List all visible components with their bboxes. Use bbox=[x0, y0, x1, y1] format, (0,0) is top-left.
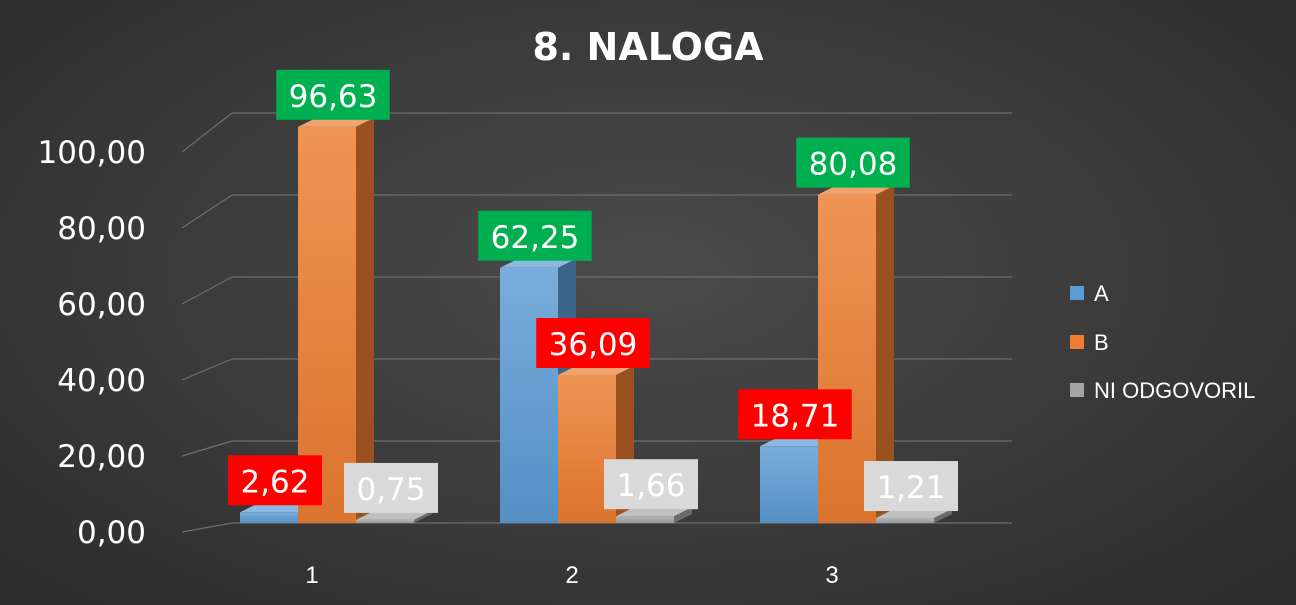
data-label-text: 36,09 bbox=[549, 327, 638, 363]
gridline-side bbox=[181, 194, 233, 229]
x-tick-label: 1 bbox=[305, 562, 318, 589]
data-label-box bbox=[604, 459, 698, 510]
data-label-box bbox=[864, 461, 958, 512]
gridline-side bbox=[181, 522, 233, 533]
bar-side bbox=[934, 509, 952, 523]
data-label-box bbox=[796, 137, 910, 188]
data-label-text: 1,66 bbox=[616, 468, 685, 504]
legend-swatch bbox=[1070, 286, 1084, 300]
data-label-text: 96,63 bbox=[289, 79, 378, 115]
data-label-box bbox=[478, 210, 592, 261]
legend-label: NI ODGOVORIL bbox=[1094, 378, 1255, 403]
legend-item: A bbox=[1070, 281, 1109, 306]
data-label-text: 1,21 bbox=[876, 470, 945, 506]
data-label: 96,63 bbox=[276, 69, 390, 120]
data-label-text: 62,25 bbox=[491, 220, 580, 256]
data-label-box bbox=[276, 69, 390, 120]
bar-top bbox=[298, 117, 374, 127]
data-label-box bbox=[228, 455, 322, 506]
data-label-box bbox=[738, 389, 852, 440]
bar bbox=[616, 507, 692, 523]
legend-label: B bbox=[1094, 330, 1109, 355]
gridline-side bbox=[181, 276, 233, 305]
data-label-text: 80,08 bbox=[809, 147, 898, 183]
data-label-box bbox=[536, 318, 650, 369]
y-tick-label: 80,00 bbox=[57, 211, 146, 247]
y-axis-ticks: 0,00 20,00 40,00 60,00 80,00 100,00 bbox=[38, 135, 146, 551]
gridline-side bbox=[181, 112, 233, 153]
y-tick-label: 40,00 bbox=[57, 363, 146, 399]
bar-front bbox=[616, 516, 674, 523]
legend-item: NI ODGOVORIL bbox=[1070, 378, 1255, 403]
x-axis-ticks: 1 2 3 bbox=[305, 562, 838, 589]
data-label-text: 0,75 bbox=[356, 472, 425, 508]
data-label: 2,62 bbox=[228, 455, 322, 506]
legend-item: B bbox=[1070, 330, 1109, 355]
bar bbox=[876, 509, 952, 523]
legend-label: A bbox=[1094, 281, 1109, 306]
bar-top bbox=[760, 437, 836, 447]
data-label-text: 2,62 bbox=[240, 464, 309, 500]
y-tick-label: 20,00 bbox=[57, 439, 146, 475]
data-label: 80,08 bbox=[796, 137, 910, 188]
data-label: 1,66 bbox=[604, 459, 698, 510]
data-label: 62,25 bbox=[478, 210, 592, 261]
bar-front bbox=[356, 519, 414, 523]
data-label-text: 18,71 bbox=[751, 398, 840, 434]
data-label: 18,71 bbox=[738, 389, 852, 440]
bars bbox=[240, 117, 952, 523]
bar-side bbox=[876, 185, 894, 523]
bar-front bbox=[876, 518, 934, 523]
data-label-box bbox=[344, 462, 438, 513]
bar-top bbox=[240, 503, 316, 513]
gridline-side bbox=[181, 358, 233, 381]
bar-top bbox=[876, 509, 952, 519]
bar-front bbox=[240, 512, 298, 523]
y-tick-label: 60,00 bbox=[57, 287, 146, 323]
bar-side bbox=[356, 117, 374, 523]
bar-top bbox=[616, 507, 692, 517]
data-label: 0,75 bbox=[344, 462, 438, 513]
gridline-side bbox=[181, 440, 233, 457]
legend-swatch bbox=[1070, 335, 1084, 349]
data-label: 36,09 bbox=[536, 318, 650, 369]
bar-side bbox=[414, 510, 432, 523]
bar-top bbox=[558, 366, 634, 376]
bar bbox=[356, 510, 432, 523]
x-tick-label: 2 bbox=[565, 562, 578, 589]
y-tick-label: 0,00 bbox=[77, 515, 146, 551]
legend: AB NI ODGOVORIL bbox=[1070, 281, 1255, 403]
legend-swatch bbox=[1070, 383, 1084, 397]
x-tick-label: 3 bbox=[825, 562, 838, 589]
y-tick-label: 100,00 bbox=[38, 135, 146, 171]
bar-top bbox=[818, 185, 894, 195]
bar-top bbox=[500, 258, 576, 268]
bar-side bbox=[674, 507, 692, 523]
bar-front bbox=[760, 446, 818, 523]
data-label: 1,21 bbox=[864, 461, 958, 512]
data-labels: 2,62 96,63 0,75 62,25 36,09 1,66 18,71 80,08 1,2… bbox=[228, 69, 958, 513]
bar-top bbox=[356, 510, 432, 520]
bar bbox=[298, 117, 374, 523]
chart-title: 8. NALOGA bbox=[532, 25, 764, 69]
bar-front bbox=[500, 267, 558, 523]
